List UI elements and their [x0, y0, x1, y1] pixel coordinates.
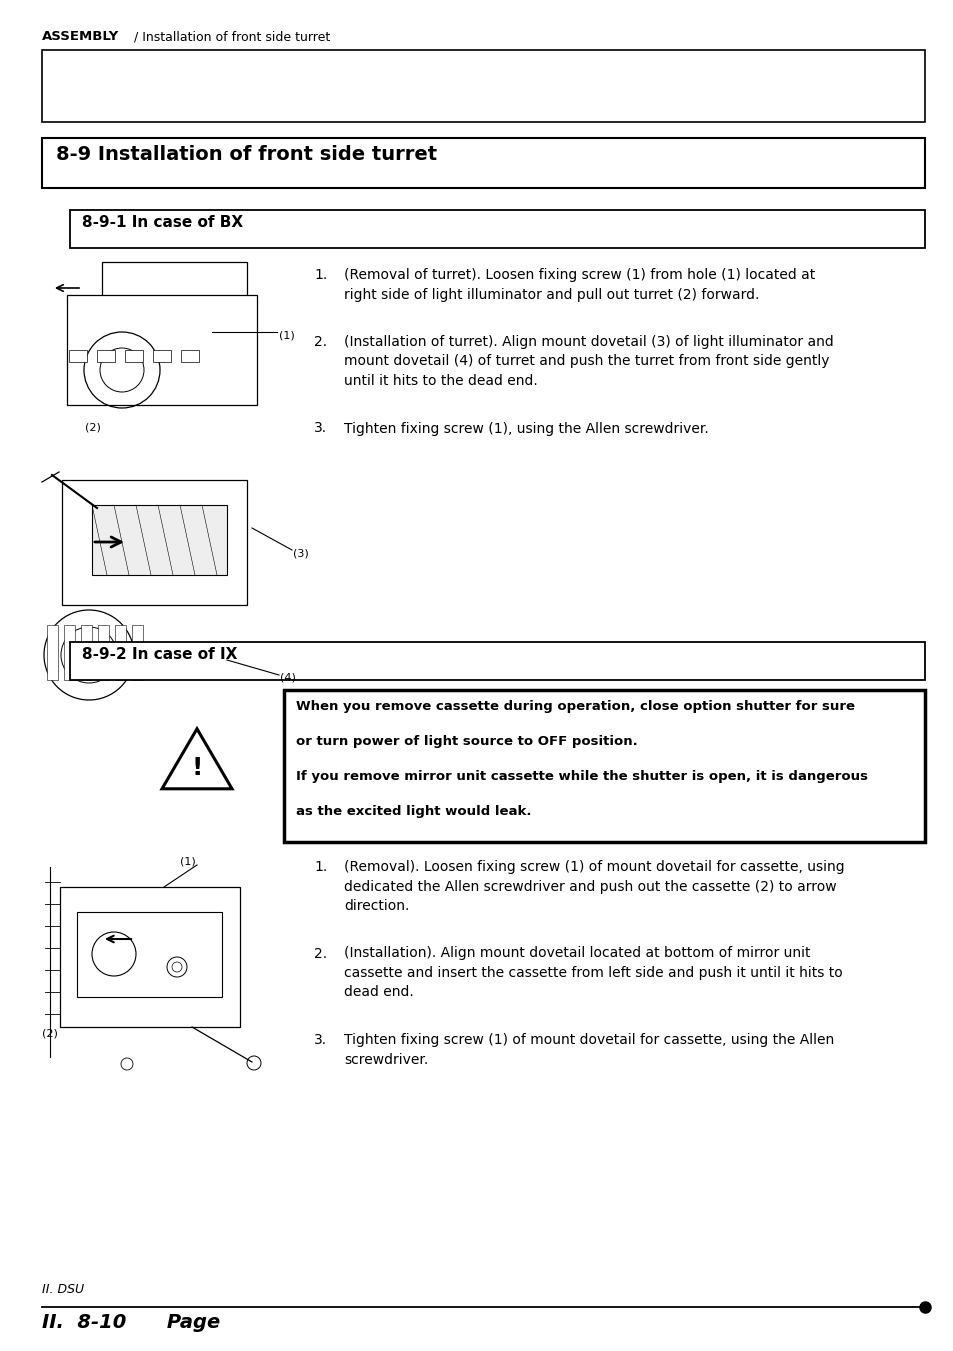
Text: 8-9-1 In case of BX: 8-9-1 In case of BX	[82, 215, 243, 230]
Bar	[62, 480, 247, 605]
Bar	[81, 626, 91, 680]
Bar	[284, 690, 924, 842]
Text: (Installation of turret). Align mount dovetail (3) of light illuminator and: (Installation of turret). Align mount do…	[344, 335, 833, 349]
Text: or turn power of light source to OFF position.: or turn power of light source to OFF pos…	[295, 735, 638, 748]
Text: (Installation). Align mount dovetail located at bottom of mirror unit: (Installation). Align mount dovetail loc…	[344, 947, 810, 961]
Text: cassette and insert the cassette from left side and push it until it hits to: cassette and insert the cassette from le…	[344, 966, 841, 979]
Bar	[60, 888, 240, 1027]
Text: 2.: 2.	[314, 335, 327, 349]
Bar	[98, 626, 109, 680]
Bar	[42, 50, 924, 122]
Text: (4): (4)	[280, 673, 295, 684]
Text: (3): (3)	[293, 549, 309, 558]
Text: until it hits to the dead end.: until it hits to the dead end.	[344, 374, 537, 388]
Text: 2.: 2.	[314, 947, 327, 961]
Bar	[69, 350, 87, 362]
Text: (2): (2)	[85, 422, 101, 432]
Text: direction.: direction.	[344, 898, 409, 913]
Text: 8-9-2 In case of IX: 8-9-2 In case of IX	[82, 647, 237, 662]
Text: (1): (1)	[180, 857, 195, 867]
Text: 3.: 3.	[314, 422, 327, 435]
Bar	[152, 350, 171, 362]
Text: dead end.: dead end.	[344, 985, 414, 1000]
Text: Tighten fixing screw (1) of mount dovetail for cassette, using the Allen: Tighten fixing screw (1) of mount doveta…	[344, 1034, 833, 1047]
Text: (2): (2)	[42, 1029, 58, 1039]
Text: right side of light illuminator and pull out turret (2) forward.: right side of light illuminator and pull…	[344, 288, 759, 301]
Bar	[67, 295, 256, 405]
Text: 1.: 1.	[314, 267, 327, 282]
Text: 3.: 3.	[314, 1034, 327, 1047]
Bar	[70, 209, 924, 249]
Text: Tighten fixing screw (1), using the Allen screwdriver.: Tighten fixing screw (1), using the Alle…	[344, 422, 708, 435]
Bar	[132, 626, 143, 680]
Text: / Installation of front side turret: / Installation of front side turret	[130, 30, 330, 43]
Text: dedicated the Allen screwdriver and push out the cassette (2) to arrow: dedicated the Allen screwdriver and push…	[344, 880, 836, 893]
Text: If you remove mirror unit cassette while the shutter is open, it is dangerous: If you remove mirror unit cassette while…	[295, 770, 867, 784]
Bar	[125, 350, 143, 362]
Bar	[47, 626, 58, 680]
Text: When you remove cassette during operation, close option shutter for sure: When you remove cassette during operatio…	[295, 700, 854, 713]
Text: mount dovetail (4) of turret and push the turret from front side gently: mount dovetail (4) of turret and push th…	[344, 354, 828, 369]
Text: (1): (1)	[278, 330, 294, 340]
Bar	[77, 912, 222, 997]
Bar	[64, 626, 75, 680]
Bar	[181, 350, 199, 362]
Text: !: !	[192, 757, 202, 780]
Text: (Removal). Loosen fixing screw (1) of mount dovetail for cassette, using: (Removal). Loosen fixing screw (1) of mo…	[344, 861, 843, 874]
Text: screwdriver.: screwdriver.	[344, 1052, 428, 1066]
Text: as the excited light would leak.: as the excited light would leak.	[295, 805, 531, 817]
Bar	[42, 138, 924, 188]
Bar	[70, 642, 924, 680]
Bar	[102, 262, 247, 317]
Bar	[97, 350, 115, 362]
Text: II.  8-10      Page: II. 8-10 Page	[42, 1313, 220, 1332]
Bar	[115, 626, 126, 680]
Text: (Removal of turret). Loosen fixing screw (1) from hole (1) located at: (Removal of turret). Loosen fixing screw…	[344, 267, 815, 282]
Text: ASSEMBLY: ASSEMBLY	[42, 30, 119, 43]
Text: 8-9 Installation of front side turret: 8-9 Installation of front side turret	[56, 145, 436, 163]
Bar	[91, 505, 227, 576]
Text: II. DSU: II. DSU	[42, 1283, 84, 1296]
Text: 1.: 1.	[314, 861, 327, 874]
